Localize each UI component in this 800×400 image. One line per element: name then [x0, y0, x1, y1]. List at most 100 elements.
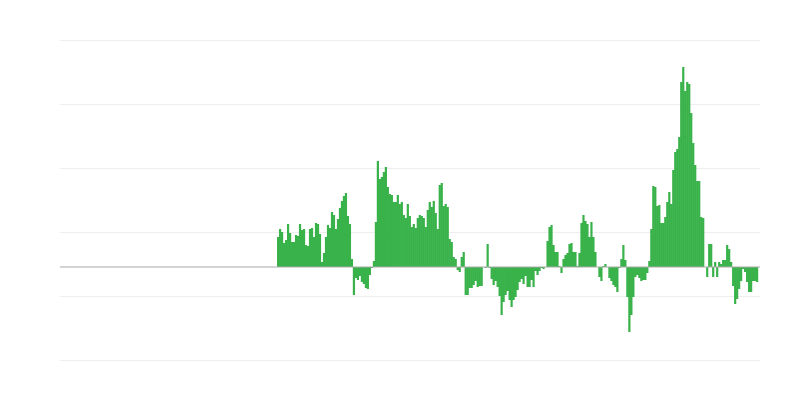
bar — [590, 222, 593, 267]
bar — [564, 255, 567, 267]
bar — [302, 229, 306, 267]
bar — [572, 252, 575, 267]
bar — [304, 245, 308, 267]
bar — [412, 224, 415, 267]
bar — [574, 252, 577, 267]
bar — [342, 196, 346, 267]
bar — [714, 262, 717, 267]
bar — [286, 224, 290, 267]
bar — [316, 224, 320, 267]
bar — [296, 236, 300, 267]
bar — [686, 82, 689, 267]
bar — [670, 204, 673, 267]
bar — [578, 253, 581, 267]
bar — [468, 267, 471, 288]
bar — [384, 167, 387, 267]
bar — [518, 267, 521, 282]
bar — [350, 259, 354, 267]
bar — [674, 152, 677, 267]
bar — [318, 234, 322, 267]
bar — [312, 237, 316, 267]
bar — [466, 267, 469, 295]
bar — [750, 267, 753, 292]
bar — [374, 222, 377, 267]
bar — [746, 267, 749, 282]
bar — [710, 244, 713, 267]
bar — [676, 149, 679, 267]
bar — [502, 267, 505, 302]
bar — [530, 267, 533, 280]
bar — [536, 267, 539, 275]
bar — [638, 267, 641, 278]
bar — [538, 267, 541, 271]
bar — [754, 267, 757, 281]
bar — [280, 232, 284, 267]
bar — [554, 252, 557, 267]
bar — [516, 267, 519, 290]
bar — [644, 267, 647, 280]
bar — [632, 267, 635, 297]
bar — [652, 186, 655, 267]
bar — [550, 225, 553, 267]
bar — [524, 267, 527, 276]
bar — [392, 202, 395, 267]
bar — [654, 187, 657, 267]
bar — [376, 161, 379, 267]
bar — [424, 227, 427, 267]
bar — [310, 228, 314, 267]
bar — [656, 206, 659, 267]
bar — [630, 267, 633, 315]
bar — [552, 245, 555, 267]
bar — [306, 246, 310, 267]
bar — [448, 239, 451, 267]
bar — [728, 249, 731, 267]
bar — [742, 267, 745, 269]
bar — [678, 137, 681, 267]
bar — [454, 259, 457, 267]
bar — [570, 243, 573, 267]
bar — [290, 242, 294, 267]
bar — [726, 245, 729, 267]
bar — [520, 267, 523, 279]
bar — [464, 267, 467, 295]
bar — [620, 259, 623, 267]
bar — [702, 218, 705, 267]
bar — [648, 261, 651, 267]
bar — [364, 267, 368, 288]
bar — [504, 267, 507, 295]
bar — [646, 267, 649, 273]
bar — [380, 177, 383, 267]
bar — [634, 267, 637, 277]
bar — [562, 259, 565, 267]
bar — [522, 267, 525, 284]
bar — [640, 267, 643, 281]
bar — [486, 244, 489, 267]
bar — [684, 91, 687, 267]
bar — [406, 204, 409, 267]
bar — [706, 267, 709, 277]
bar — [680, 82, 683, 267]
bar — [354, 267, 358, 278]
bar — [598, 267, 601, 277]
bar — [442, 206, 445, 267]
bar — [724, 260, 727, 267]
bar — [402, 215, 405, 267]
bar — [698, 181, 701, 267]
bars — [277, 67, 759, 332]
bar — [506, 267, 509, 291]
bar — [410, 227, 413, 267]
bar — [394, 202, 397, 267]
bar — [622, 245, 625, 267]
bar — [526, 267, 529, 287]
bar — [328, 228, 332, 267]
bar — [314, 223, 318, 267]
bar — [416, 218, 419, 267]
bar — [440, 183, 443, 267]
bar — [422, 218, 425, 267]
bar — [352, 267, 356, 295]
bar — [682, 67, 685, 267]
bar — [514, 267, 517, 297]
bar — [382, 172, 385, 267]
bar — [476, 267, 479, 287]
bar — [624, 260, 627, 267]
